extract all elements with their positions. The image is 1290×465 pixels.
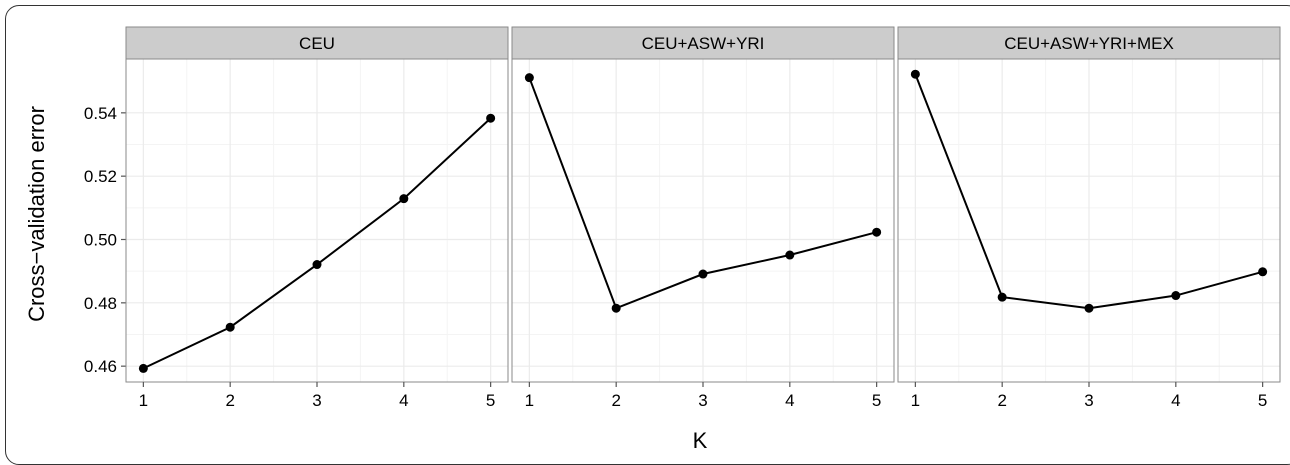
x-tick-label: 3 [698, 391, 707, 410]
x-tick-label: 5 [1258, 391, 1267, 410]
data-point [910, 69, 920, 79]
x-tick-label: 4 [785, 391, 794, 410]
y-tick-label: 0.52 [84, 167, 117, 186]
data-point [997, 292, 1007, 302]
x-tick-label: 5 [872, 391, 881, 410]
strip-label: CEU+ASW+YRI [642, 34, 765, 53]
data-point [524, 73, 534, 83]
y-axis-title: Cross−validation error [24, 106, 49, 322]
data-point [611, 303, 621, 313]
strip-header [511, 26, 895, 60]
x-tick-label: 1 [525, 391, 534, 410]
y-tick-label: 0.48 [84, 294, 117, 313]
y-tick-label: 0.46 [84, 357, 117, 376]
data-point [872, 227, 882, 237]
x-tick-label: 5 [486, 391, 495, 410]
data-point [486, 113, 496, 123]
data-point [138, 363, 148, 373]
data-point [785, 250, 795, 260]
facet-panel-2: CEU+ASW+YRI 1 2 3 4 5 [511, 26, 895, 410]
x-tick-label: 1 [139, 391, 148, 410]
strip-label: CEU+ASW+YRI+MEX [1004, 34, 1174, 53]
facet-panel-1: CEU 1 2 3 4 5 [125, 26, 509, 410]
x-axis-title: K [693, 428, 708, 453]
y-tick-label: 0.54 [84, 104, 117, 123]
data-point [312, 260, 322, 270]
strip-label: CEU [299, 34, 335, 53]
data-point [225, 322, 235, 332]
x-tick-label: 2 [997, 391, 1006, 410]
strip-header [897, 26, 1281, 60]
data-point [1258, 267, 1268, 277]
data-point [399, 194, 409, 204]
y-tick-label: 0.50 [84, 231, 117, 250]
data-point [1171, 291, 1181, 301]
x-tick-label: 1 [911, 391, 920, 410]
facet-panel-3: CEU+ASW+YRI+MEX 1 2 3 4 5 [897, 26, 1281, 410]
x-tick-label: 3 [312, 391, 321, 410]
data-point [1084, 303, 1094, 313]
x-tick-label: 2 [611, 391, 620, 410]
x-tick-label: 3 [1084, 391, 1093, 410]
data-point [698, 269, 708, 279]
x-tick-label: 4 [1171, 391, 1180, 410]
x-tick-label: 2 [225, 391, 234, 410]
x-tick-label: 4 [399, 391, 408, 410]
